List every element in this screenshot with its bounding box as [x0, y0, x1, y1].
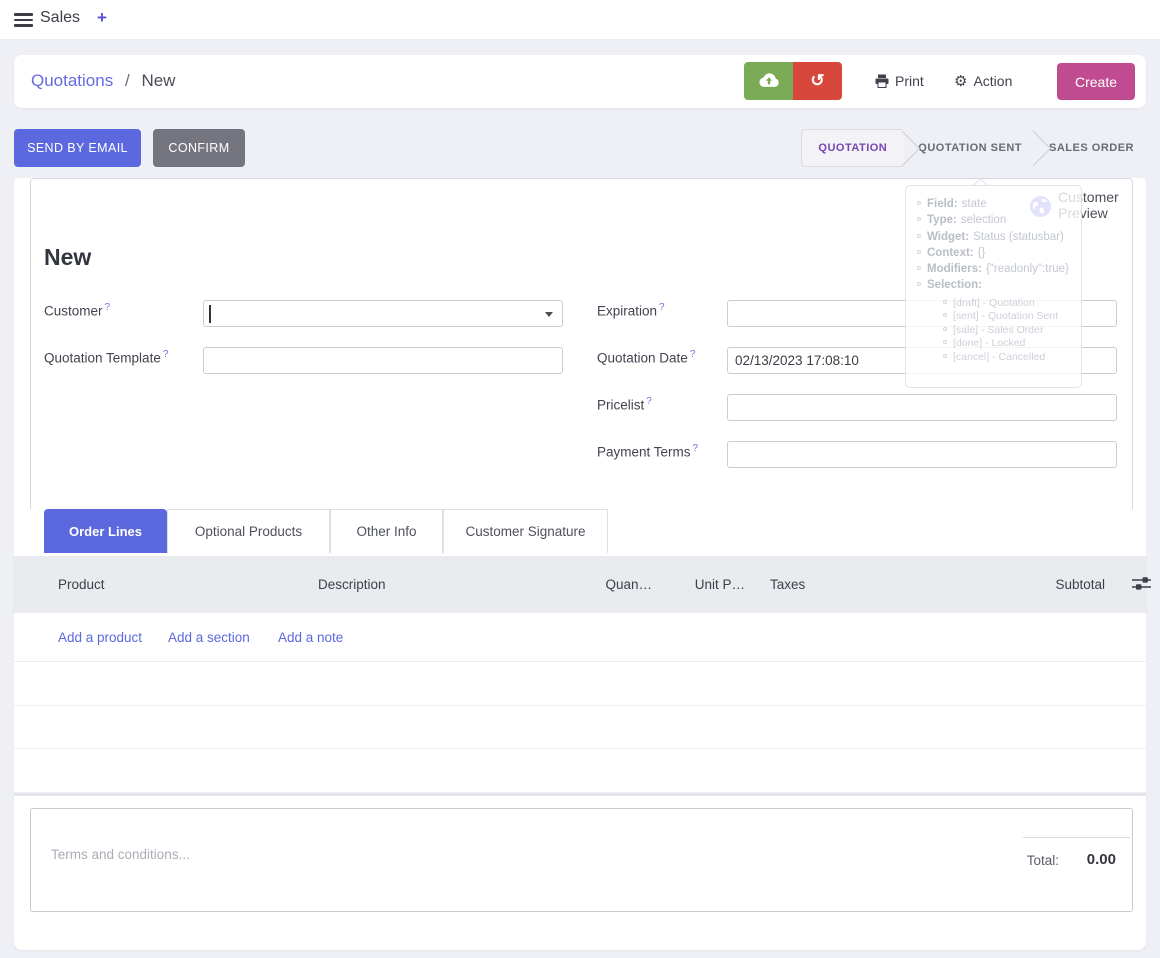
terms-textarea[interactable]: Terms and conditions... [51, 847, 190, 862]
empty-table-row [14, 706, 1146, 749]
bullet-icon [943, 326, 947, 331]
new-tab-plus-icon[interactable]: + [97, 8, 107, 27]
help-icon: ? [659, 302, 665, 313]
table-bottom-divider [14, 793, 1146, 796]
bullet-icon [943, 353, 947, 358]
optional-columns-button[interactable] [1130, 575, 1152, 595]
bullet-icon [917, 282, 921, 287]
print-label: Print [895, 73, 924, 89]
text-cursor [209, 305, 211, 323]
pricelist-input[interactable] [727, 394, 1117, 421]
terms-and-total-section: Terms and conditions... Total: 0.00 [30, 808, 1133, 912]
help-icon: ? [689, 349, 696, 360]
top-nav: Sales + [0, 0, 1160, 40]
action-label: Action [973, 73, 1013, 89]
breadcrumb: Quotations / New [31, 71, 175, 91]
print-button[interactable]: Print [875, 67, 924, 95]
total-label: Total: [1026, 853, 1059, 868]
total-value: 0.00 [1086, 851, 1116, 868]
create-button[interactable]: Create [1057, 63, 1135, 100]
help-icon: ? [692, 443, 699, 454]
payment-terms-input[interactable] [727, 441, 1117, 468]
bullet-icon [943, 299, 947, 304]
order-lines-add-row: Add a product Add a section Add a note [14, 613, 1146, 662]
gear-icon: ⚙ [954, 73, 968, 90]
column-unit-price[interactable]: Unit P… [694, 577, 745, 592]
customer-field-label: Customer? [44, 302, 111, 319]
statusbar: QUOTATION QUOTATION SENT SALES ORDER [801, 129, 1146, 167]
column-product[interactable]: Product [58, 577, 105, 592]
bullet-icon [917, 233, 921, 238]
save-button[interactable] [744, 62, 793, 100]
undo-icon: ↺ [810, 71, 825, 90]
help-icon: ? [646, 396, 652, 407]
empty-table-row [14, 749, 1146, 793]
tab-other-info[interactable]: Other Info [330, 509, 443, 553]
chevron-right-icon [1015, 130, 1052, 166]
breadcrumb-quotations-link[interactable]: Quotations [31, 71, 114, 90]
pricelist-field-label: Pricelist? [597, 396, 652, 413]
column-quantity[interactable]: Quan… [605, 577, 652, 592]
discard-button[interactable]: ↺ [793, 62, 842, 100]
empty-table-row [14, 662, 1146, 706]
menu-icon[interactable] [14, 13, 33, 27]
dropdown-caret-icon[interactable] [545, 312, 553, 317]
confirm-button[interactable]: CONFIRM [153, 129, 245, 167]
expiration-field-label: Expiration? [597, 302, 665, 319]
printer-icon [875, 74, 889, 88]
app-name[interactable]: Sales [40, 9, 81, 26]
bullet-icon [917, 249, 921, 254]
customer-input[interactable] [203, 300, 563, 327]
statusbar-step-quotation[interactable]: QUOTATION [801, 129, 904, 167]
cloud-upload-icon [758, 73, 779, 87]
sliders-icon [1131, 577, 1151, 590]
tab-optional-products[interactable]: Optional Products [167, 509, 330, 553]
quotation-template-field-label: Quotation Template? [44, 349, 169, 366]
field-debug-tooltip: Field: state Type: selection Widget: Status… [905, 185, 1082, 388]
tab-order-lines[interactable]: Order Lines [44, 509, 167, 553]
column-description[interactable]: Description [318, 577, 386, 592]
bullet-icon [943, 340, 947, 345]
statusbar-step-quotation-sent[interactable]: QUOTATION SENT [918, 142, 1023, 154]
add-note-link[interactable]: Add a note [278, 630, 344, 645]
control-panel: Quotations / New ↺ Print ⚙ Action Create [14, 55, 1146, 108]
add-section-link[interactable]: Add a section [168, 630, 250, 645]
bullet-icon [917, 217, 921, 222]
breadcrumb-separator: / [124, 71, 130, 90]
total-divider [1023, 837, 1130, 838]
help-icon: ? [104, 302, 111, 313]
tooltip-selection-list: [draft] - Quotation [sent] - Quotation S… [943, 297, 1073, 365]
order-lines-header: Product Description Quan… Unit P… Taxes … [14, 556, 1151, 613]
record-title: New [44, 244, 92, 270]
help-icon: ? [162, 349, 169, 360]
breadcrumb-current: New [141, 71, 176, 90]
bullet-icon [943, 313, 947, 318]
bullet-icon [917, 201, 921, 205]
payment-terms-field-label: Payment Terms? [597, 443, 699, 460]
statusbar-step-sales-order[interactable]: SALES ORDER [1049, 142, 1134, 154]
quotation-date-field-label: Quotation Date? [597, 349, 696, 366]
column-subtotal[interactable]: Subtotal [1055, 577, 1105, 592]
tab-customer-signature[interactable]: Customer Signature [443, 509, 608, 553]
quotation-date-value: 02/13/2023 17:08:10 [735, 353, 859, 368]
column-taxes[interactable]: Taxes [770, 577, 806, 592]
bullet-icon [917, 266, 921, 271]
add-product-link[interactable]: Add a product [58, 630, 143, 645]
action-button[interactable]: ⚙ Action [954, 67, 1012, 95]
send-by-email-button[interactable]: SEND BY EMAIL [14, 129, 141, 167]
quotation-template-input[interactable] [203, 347, 563, 374]
